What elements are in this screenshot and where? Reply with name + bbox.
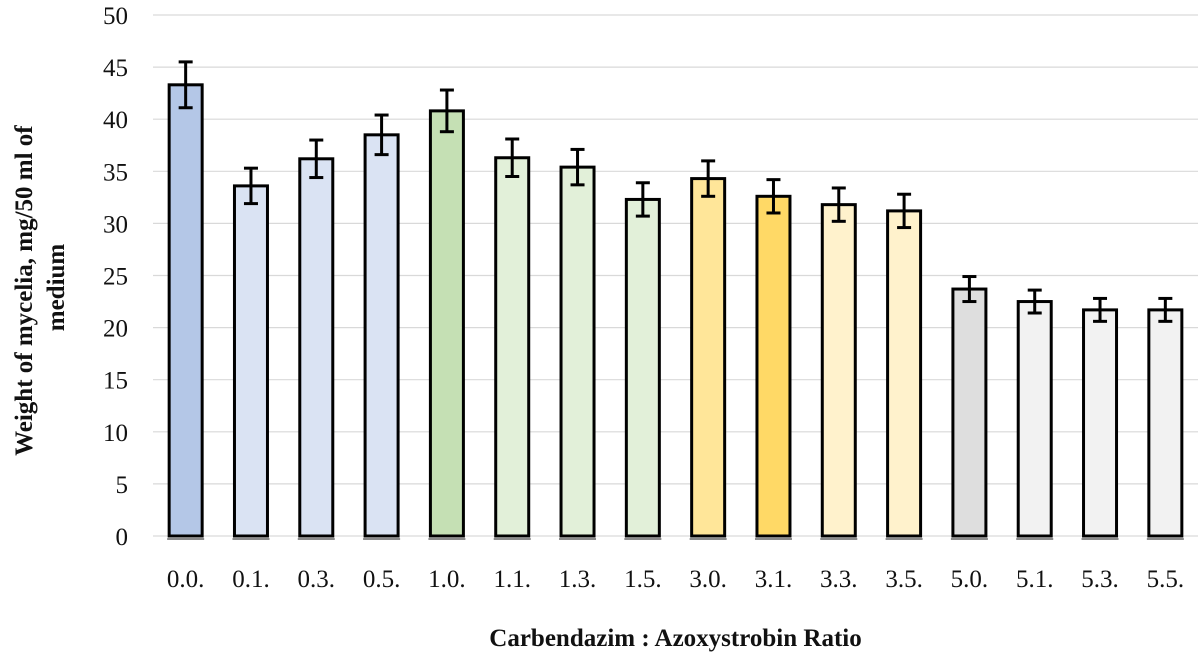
y-tick-label: 0 xyxy=(116,524,129,551)
x-tick-label: 1.1. xyxy=(493,566,531,593)
bar xyxy=(951,287,988,538)
x-tick-label: 1.3. xyxy=(559,566,597,593)
x-tick-label: 0.3. xyxy=(298,566,336,593)
bar xyxy=(232,184,269,538)
x-tick-label: 5.3. xyxy=(1081,566,1119,593)
error-bars xyxy=(178,60,1173,323)
bar xyxy=(755,194,792,538)
y-tick-label: 30 xyxy=(103,211,128,238)
y-tick-label: 45 xyxy=(103,55,128,82)
bar xyxy=(624,197,661,538)
y-tick-label: 40 xyxy=(103,107,128,134)
bar xyxy=(167,83,204,538)
bar xyxy=(1016,300,1053,538)
x-tick-label: 3.3. xyxy=(820,566,858,593)
x-tick-label: 5.1. xyxy=(1016,566,1054,593)
x-tick-label: 0.1. xyxy=(232,566,270,593)
x-tick-label: 1.0. xyxy=(428,566,466,593)
bar xyxy=(1082,308,1119,538)
x-tick-label: 3.0. xyxy=(689,566,727,593)
bar xyxy=(298,157,335,538)
y-tick-label: 5 xyxy=(116,472,129,499)
bar xyxy=(494,156,531,538)
y-tick-label: 10 xyxy=(103,420,128,447)
y-tick-label: 35 xyxy=(103,159,128,186)
x-tick-label: 0.5. xyxy=(363,566,401,593)
y-tick-label: 15 xyxy=(103,368,128,395)
x-tick-label: 3.1. xyxy=(755,566,793,593)
y-axis-ticks: 0 5 10 15 20 25 30 35 40 45 50 xyxy=(103,3,128,551)
y-tick-label: 20 xyxy=(103,316,128,343)
bar xyxy=(1147,308,1184,538)
x-tick-label: 3.5. xyxy=(885,566,923,593)
x-tick-label: 0.0. xyxy=(167,566,205,593)
bars xyxy=(167,83,1184,540)
y-axis-title: Weight of mycelia, mg/50 ml of medium xyxy=(11,119,70,456)
y-axis-title-line-2: medium xyxy=(43,244,70,332)
bar xyxy=(559,165,596,538)
x-tick-label: 5.0. xyxy=(951,566,989,593)
y-axis-title-line-1: Weight of mycelia, mg/50 ml of xyxy=(11,125,38,456)
bar xyxy=(428,109,465,538)
bar xyxy=(886,209,923,538)
x-axis-ticks: 0.0. 0.1. 0.3. 0.5. 1.0. 1.1. 1.3. 1.5. 3.0. 3.1.… xyxy=(167,566,1184,593)
x-tick-label: 5.5. xyxy=(1147,566,1185,593)
x-tick-label: 1.5. xyxy=(624,566,662,593)
bar xyxy=(363,133,400,538)
x-axis-title: Carbendazim : Azoxystrobin Ratio xyxy=(489,625,861,652)
y-tick-label: 25 xyxy=(103,264,128,291)
y-tick-label: 50 xyxy=(103,3,128,30)
bar xyxy=(820,203,857,538)
bar xyxy=(690,177,727,538)
